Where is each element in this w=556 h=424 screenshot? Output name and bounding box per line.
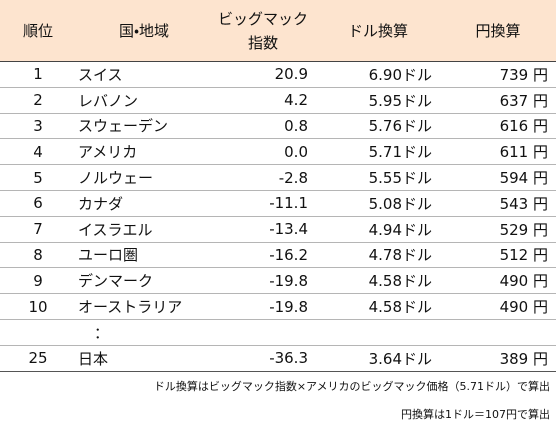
cell: 594 円 — [440, 164, 556, 191]
cell: 6.90ドル — [316, 61, 440, 88]
cell: 4.94ドル — [316, 216, 440, 243]
cell: -16.2 — [210, 242, 316, 269]
cell: 5.08ドル — [316, 190, 440, 217]
cell: 529 円 — [440, 216, 556, 243]
ellipsis-row: ： — [0, 319, 556, 346]
header-line: 指数 — [247, 33, 278, 52]
cell: スイス — [76, 61, 210, 88]
table-row: 5 ノルウェー -2.8 5.55ドル 594 円 — [0, 164, 556, 191]
cell: 389 円 — [440, 345, 556, 372]
cell: 4.58ドル — [316, 293, 440, 320]
cell: -19.8 — [210, 293, 316, 320]
big-mac-table: 順位 国・地域 ビッグマック 指数 ドル換算 円換算 1 スイス 20.9 6.90ドル 739 … — [0, 0, 556, 372]
header-cell: 順位 — [0, 0, 76, 62]
cell: ユーロ圏 — [76, 242, 210, 269]
table-row: 7 イスラエル -13.4 4.94ドル 529 円 — [0, 216, 556, 243]
cell: -2.8 — [210, 164, 316, 191]
header-cell: ビッグマック 指数 — [210, 0, 316, 62]
cell: 25 — [0, 345, 76, 372]
cell: イスラエル — [76, 216, 210, 243]
table-row: 3 スウェーデン 0.8 5.76ドル 616 円 — [0, 113, 556, 140]
cell: 4 — [0, 138, 76, 166]
cell: 0.0 — [210, 138, 316, 166]
footnote: ドル換算はビッグマック指数×アメリカのビッグマック価格（5.71ドル）で算出 — [153, 379, 550, 393]
footnote: 円換算は1ドル＝107円で算出 — [401, 407, 550, 421]
cell: 616 円 — [440, 113, 556, 140]
table-row: 10 オーストラリア -19.8 4.58ドル 490 円 — [0, 293, 556, 320]
table-row: 2 レバノン 4.2 5.95ドル 637 円 — [0, 87, 556, 114]
cell: 5.55ドル — [316, 164, 440, 191]
cell: 4.58ドル — [316, 267, 440, 295]
cell: レバノン — [76, 87, 210, 114]
cell: カナダ — [76, 190, 210, 217]
cell: 5 — [0, 164, 76, 191]
notes: ドル換算はビッグマック指数×アメリカのビッグマック価格（5.71ドル）で算出円換… — [0, 378, 556, 422]
cell: 3 — [0, 113, 76, 140]
cell: 490 円 — [440, 293, 556, 320]
cell: 3.64ドル — [316, 345, 440, 372]
header-cell: ドル換算 — [316, 0, 440, 62]
cell: スウェーデン — [76, 113, 210, 140]
header-cell: 円換算 — [440, 0, 556, 62]
cell: 10 — [0, 293, 76, 320]
cell: 20.9 — [210, 61, 316, 88]
cell: 512 円 — [440, 242, 556, 269]
cell: -13.4 — [210, 216, 316, 243]
table-row: 8 ユーロ圏 -16.2 4.78ドル 512 円 — [0, 242, 556, 269]
cell: 739 円 — [440, 61, 556, 88]
header-row: 順位 国・地域 ビッグマック 指数 ドル換算 円換算 — [0, 0, 556, 62]
cell: デンマーク — [76, 267, 210, 295]
table-row: 4 アメリカ 0.0 5.71ドル 611 円 — [0, 138, 556, 166]
cell: 2 — [0, 87, 76, 114]
cell: 7 — [0, 216, 76, 243]
table-row: 25 日本 -36.3 3.64ドル 389 円 — [0, 345, 556, 372]
cell: 9 — [0, 267, 76, 295]
cell: 1 — [0, 61, 76, 88]
cell: アメリカ — [76, 138, 210, 166]
cell: 日本 — [76, 345, 210, 372]
table-row: 6 カナダ -11.1 5.08ドル 543 円 — [0, 190, 556, 217]
cell: 8 — [0, 242, 76, 269]
cell: 637 円 — [440, 87, 556, 114]
header-line: ビッグマック — [217, 9, 308, 28]
cell: オーストラリア — [76, 293, 210, 320]
cell: 4.78ドル — [316, 242, 440, 269]
cell: -19.8 — [210, 267, 316, 295]
cell: 611 円 — [440, 138, 556, 166]
cell — [0, 319, 76, 346]
cell: ノルウェー — [76, 164, 210, 191]
header-cell: 国・地域 — [76, 0, 210, 62]
cell: 5.76ドル — [316, 113, 440, 140]
cell: 543 円 — [440, 190, 556, 217]
cell: -11.1 — [210, 190, 316, 217]
cell: 6 — [0, 190, 76, 217]
cell: 5.95ドル — [316, 87, 440, 114]
cell: -36.3 — [210, 345, 316, 372]
table-row: 9 デンマーク -19.8 4.58ドル 490 円 — [0, 267, 556, 295]
cell: 5.71ドル — [316, 138, 440, 166]
cell: 0.8 — [210, 113, 316, 140]
cell: 4.2 — [210, 87, 316, 114]
ellipsis: ： — [76, 319, 210, 346]
table-row: 1 スイス 20.9 6.90ドル 739 円 — [0, 61, 556, 88]
cell: 490 円 — [440, 267, 556, 295]
cell — [210, 319, 556, 346]
